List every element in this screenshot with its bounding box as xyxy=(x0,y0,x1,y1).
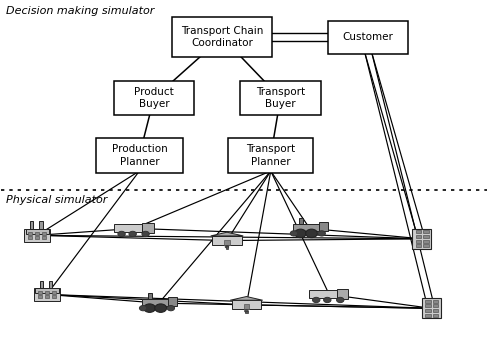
Bar xyxy=(426,300,430,303)
Circle shape xyxy=(337,297,344,303)
Bar xyxy=(424,244,428,247)
Bar xyxy=(232,300,261,310)
Bar xyxy=(426,309,430,312)
Bar xyxy=(212,236,242,245)
Bar xyxy=(224,240,230,245)
Circle shape xyxy=(295,229,306,238)
Circle shape xyxy=(324,297,331,303)
Bar xyxy=(35,236,40,239)
Bar xyxy=(299,218,303,224)
Circle shape xyxy=(244,310,248,312)
Bar xyxy=(35,232,40,235)
Bar xyxy=(416,244,421,247)
Bar xyxy=(52,296,56,298)
Bar xyxy=(309,290,337,298)
Polygon shape xyxy=(211,232,243,236)
Bar xyxy=(39,222,43,229)
FancyBboxPatch shape xyxy=(328,21,408,54)
Text: Decision making simulator: Decision making simulator xyxy=(5,6,154,16)
Circle shape xyxy=(129,231,136,237)
Circle shape xyxy=(290,231,298,236)
Bar xyxy=(148,293,152,299)
Text: Transport
Buyer: Transport Buyer xyxy=(256,87,305,109)
Bar xyxy=(38,296,42,298)
Bar xyxy=(433,314,438,317)
Bar xyxy=(416,230,421,233)
Polygon shape xyxy=(230,297,263,300)
Bar xyxy=(168,297,177,306)
Bar xyxy=(28,236,32,239)
Bar xyxy=(40,281,43,288)
Bar xyxy=(293,224,321,231)
Circle shape xyxy=(318,231,325,236)
Bar xyxy=(412,229,431,249)
Bar xyxy=(245,311,248,313)
Circle shape xyxy=(155,304,166,312)
Bar xyxy=(225,246,228,249)
Bar xyxy=(25,229,49,234)
FancyBboxPatch shape xyxy=(241,81,321,116)
Bar xyxy=(142,223,154,233)
Bar xyxy=(433,300,438,303)
Bar xyxy=(433,309,438,312)
Bar xyxy=(45,291,49,294)
Circle shape xyxy=(118,231,125,237)
Circle shape xyxy=(312,297,320,303)
Circle shape xyxy=(142,231,149,237)
Bar xyxy=(416,235,421,238)
Circle shape xyxy=(225,245,229,248)
Bar xyxy=(49,281,53,288)
Bar xyxy=(42,232,46,235)
Text: Customer: Customer xyxy=(343,32,393,42)
Bar xyxy=(337,289,348,299)
Bar xyxy=(38,291,42,294)
Bar xyxy=(114,224,142,232)
Text: Transport Chain
Coordinator: Transport Chain Coordinator xyxy=(181,26,264,49)
Text: Physical simulator: Physical simulator xyxy=(5,195,107,205)
Bar xyxy=(424,230,428,233)
Bar xyxy=(24,229,50,242)
Bar xyxy=(426,314,430,317)
FancyBboxPatch shape xyxy=(228,138,313,173)
Bar xyxy=(28,232,32,235)
Bar xyxy=(319,222,328,231)
Bar xyxy=(416,240,421,243)
Bar xyxy=(42,236,46,239)
Text: Product
Buyer: Product Buyer xyxy=(134,87,174,109)
Bar xyxy=(422,298,441,318)
Circle shape xyxy=(140,305,147,311)
Bar xyxy=(433,304,438,307)
Bar xyxy=(45,296,49,298)
Circle shape xyxy=(305,229,318,238)
Bar xyxy=(34,288,60,301)
Bar xyxy=(35,288,59,293)
FancyBboxPatch shape xyxy=(114,81,194,116)
Bar xyxy=(52,291,56,294)
Bar xyxy=(244,304,249,310)
Circle shape xyxy=(143,304,156,312)
Text: Transport
Planner: Transport Planner xyxy=(246,144,295,166)
Bar xyxy=(142,299,170,306)
Bar xyxy=(424,240,428,243)
Text: Production
Planner: Production Planner xyxy=(111,144,167,166)
Bar xyxy=(426,304,430,307)
FancyBboxPatch shape xyxy=(96,138,183,173)
FancyBboxPatch shape xyxy=(172,17,272,57)
Circle shape xyxy=(167,305,175,311)
Bar xyxy=(30,222,34,229)
Bar xyxy=(424,235,428,238)
